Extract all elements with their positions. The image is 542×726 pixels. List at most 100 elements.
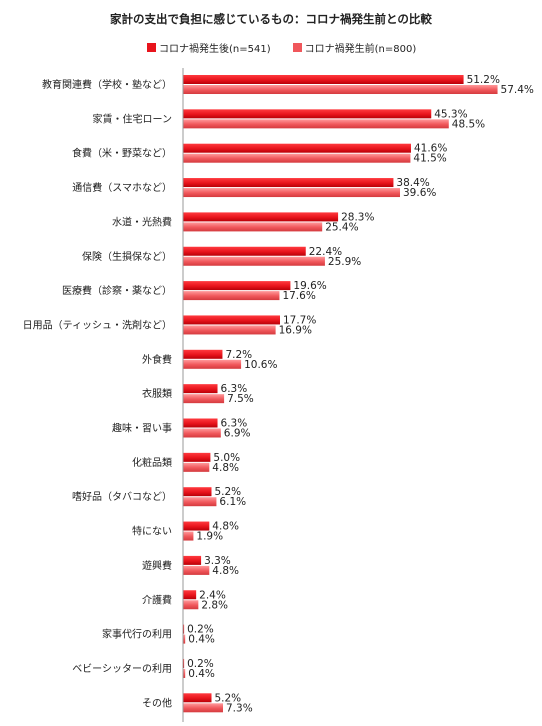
- bar-after: [183, 658, 185, 668]
- category-label: 食費（米・野菜など）: [72, 147, 172, 160]
- bar-after: [183, 487, 212, 497]
- category-label: ベビーシッターの利用: [72, 663, 172, 675]
- legend-item-before: コロナ禍発生前(n=800): [292, 40, 417, 55]
- bar-after: [183, 349, 223, 359]
- category-label: 特にない: [132, 526, 172, 538]
- category-label: 介護費: [142, 593, 172, 606]
- value-label-before: 0.4%: [188, 668, 215, 680]
- bar-after: [183, 590, 197, 600]
- bar-after: [183, 452, 211, 462]
- bar-after: [183, 418, 218, 428]
- value-label-after: 28.3%: [341, 211, 374, 223]
- value-label-before: 4.8%: [212, 565, 239, 577]
- value-label-before: 25.9%: [328, 256, 361, 268]
- value-label-before: 6.1%: [219, 496, 246, 508]
- value-label-after: 41.6%: [414, 143, 447, 155]
- bar-before: [183, 291, 280, 301]
- value-label-after: 7.2%: [225, 349, 252, 361]
- bar-before: [183, 703, 224, 713]
- bar-before: [183, 359, 242, 369]
- category-label: 医療費（診察・薬など）: [62, 284, 172, 297]
- value-label-before: 7.5%: [227, 393, 254, 405]
- bar-before: [183, 531, 194, 541]
- category-label: 嗜好品（タバコなど）: [72, 491, 172, 503]
- value-label-before: 25.4%: [325, 221, 358, 233]
- legend-label-after: コロナ禍発生後(n=541): [159, 44, 271, 55]
- bar-before: [183, 256, 325, 266]
- legend-item-after: コロナ禍発生後(n=541): [147, 40, 271, 55]
- value-label-before: 2.8%: [201, 599, 228, 611]
- bar-before: [183, 634, 186, 644]
- value-label-after: 38.4%: [396, 177, 429, 189]
- bar-after: [183, 109, 432, 119]
- bar-after: [183, 624, 185, 634]
- bar-before: [183, 119, 449, 129]
- category-label: その他: [142, 696, 172, 709]
- value-label-before: 48.5%: [452, 118, 485, 130]
- bar-before: [183, 565, 210, 575]
- bar-before: [183, 222, 323, 232]
- category-label: 教育関連費（学校・塾など）: [42, 78, 172, 91]
- bar-after: [183, 212, 339, 222]
- bar-before: [183, 668, 186, 678]
- value-label-after: 5.2%: [214, 692, 241, 704]
- category-label: 通信費（スマホなど）: [72, 181, 172, 194]
- bar-before: [183, 462, 210, 472]
- category-label: 趣味・習い事: [112, 422, 172, 435]
- value-label-after: 4.8%: [212, 521, 239, 533]
- value-label-after: 17.7%: [283, 314, 316, 326]
- category-label: 衣服類: [142, 387, 172, 400]
- bar-before: [183, 600, 199, 610]
- legend-label-before: コロナ禍発生前(n=800): [304, 44, 417, 55]
- value-label-before: 57.4%: [501, 84, 534, 96]
- value-label-before: 7.3%: [226, 702, 253, 714]
- legend-swatch-before: [292, 43, 302, 52]
- bar-before: [183, 85, 498, 94]
- chart-title: 家計の支出で負担に感じているもの：コロナ禍発生前との比較: [110, 12, 432, 26]
- bar-before: [183, 497, 217, 507]
- value-label-before: 17.6%: [282, 290, 315, 302]
- value-label-after: 22.4%: [309, 246, 342, 258]
- bar-after: [183, 281, 291, 291]
- bar-after: [183, 693, 212, 703]
- bar-after: [183, 384, 218, 394]
- value-label-after: 6.3%: [221, 418, 248, 430]
- bar-after: [183, 246, 306, 256]
- category-label: 化粧品類: [132, 456, 172, 469]
- bar-after: [183, 75, 464, 84]
- value-label-before: 39.6%: [403, 187, 436, 199]
- value-label-after: 5.2%: [214, 486, 241, 498]
- bar-before: [183, 153, 411, 163]
- category-label: 遊興費: [142, 559, 172, 572]
- legend: コロナ禍発生後(n=541) コロナ禍発生前(n=800): [147, 40, 416, 55]
- bar-after: [183, 178, 394, 188]
- value-label-after: 51.2%: [467, 74, 500, 86]
- value-label-before: 10.6%: [244, 359, 277, 371]
- value-label-before: 6.9%: [224, 428, 251, 440]
- bar-after: [183, 555, 202, 565]
- bar-before: [183, 428, 221, 438]
- value-label-after: 2.4%: [199, 589, 226, 601]
- value-label-before: 16.9%: [279, 324, 312, 336]
- value-label-after: 6.3%: [221, 383, 248, 395]
- category-label: 保険（生損保など）: [82, 250, 172, 263]
- bar-before: [183, 188, 401, 198]
- bar-after: [183, 521, 210, 531]
- category-label: 家事代行の利用: [102, 628, 172, 641]
- value-label-before: 4.8%: [212, 462, 239, 474]
- category-label: 日用品（ティッシュ・洗剤など）: [23, 318, 172, 331]
- value-label-after: 0.2%: [187, 658, 214, 670]
- value-label-before: 41.5%: [413, 153, 446, 165]
- value-label-before: 0.4%: [188, 634, 215, 646]
- value-label-after: 3.3%: [204, 555, 231, 567]
- legend-swatch-after: [147, 43, 156, 52]
- bar-after: [183, 315, 280, 325]
- value-label-after: 19.6%: [293, 280, 326, 292]
- value-label-after: 0.2%: [187, 624, 214, 636]
- bar-before: [183, 325, 276, 335]
- category-label: 家賃・住宅ローン: [93, 112, 173, 125]
- bar-after: [183, 143, 411, 153]
- category-label: 水道・光熱費: [112, 215, 172, 228]
- bar-before: [183, 394, 225, 404]
